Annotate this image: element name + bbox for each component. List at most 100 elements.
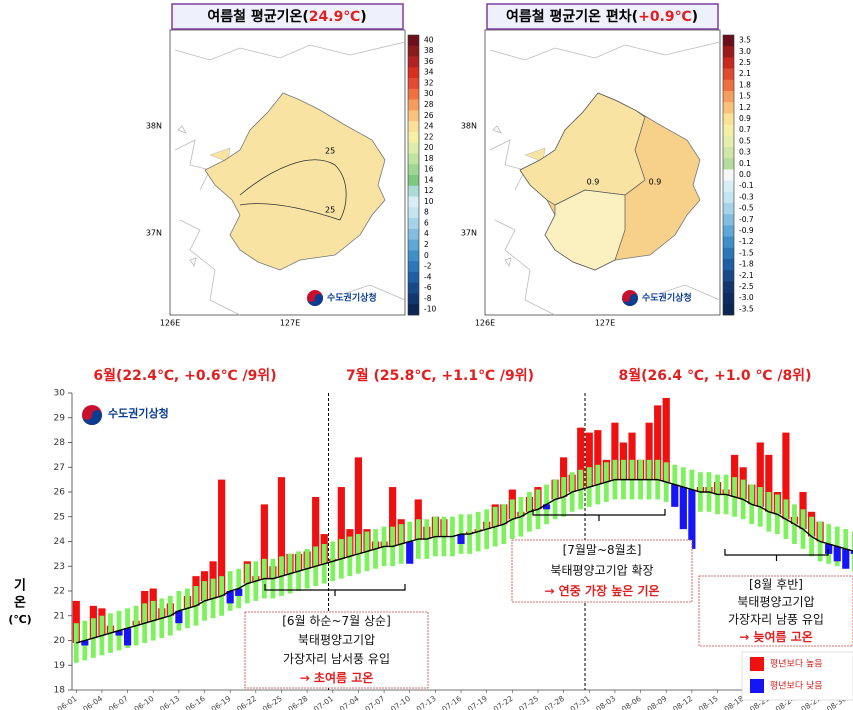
title-part: ) — [360, 9, 366, 25]
x-tick-label: 08-03 — [594, 694, 617, 710]
annotation-line: [8월 후반] — [749, 577, 803, 591]
y-tick-label: 26 — [54, 488, 66, 498]
bar-below-normal — [825, 543, 833, 554]
colorbar-swatch — [723, 147, 734, 159]
colorbar-swatch — [723, 35, 734, 47]
bar-below-normal — [688, 489, 696, 549]
y-tick-label: 29 — [54, 413, 66, 423]
colorbar-label: 34 — [424, 68, 434, 77]
colorbar-swatch — [723, 124, 734, 137]
normal-range-bar — [73, 623, 79, 663]
annotation-line: 가장자리 남풍 유입 — [728, 612, 824, 626]
lat-label: 38N — [146, 122, 162, 131]
y-tick-label: 22 — [54, 587, 65, 597]
normal-line — [76, 478, 853, 644]
annotation-box — [511, 539, 693, 603]
colorbar-swatch — [408, 261, 419, 273]
colorbar-frame — [722, 34, 735, 316]
map-title: 여름철 평균기온(24.9℃) — [207, 8, 366, 25]
bar-below-normal — [542, 504, 551, 510]
colorbar-swatch — [723, 203, 734, 215]
colorbar-label: 0.3 — [739, 148, 751, 157]
annotation-emphasis: → 초여름 고온 — [300, 670, 374, 685]
y-tick-label: 23 — [54, 562, 65, 572]
bar-below-normal — [679, 487, 687, 530]
title-part: ) — [692, 9, 698, 25]
lat-label: 38N — [461, 122, 477, 131]
x-tick-label: 06-25 — [261, 694, 284, 710]
colorbar-swatch — [408, 131, 419, 143]
bar-above-normal — [218, 479, 226, 596]
bar-above-normal — [765, 454, 773, 512]
colorbar-swatch — [408, 110, 419, 122]
legend-swatch — [750, 657, 764, 671]
colorbar-label: 18 — [424, 154, 434, 163]
x-tick-label: 08-06 — [620, 694, 643, 710]
colorbar-swatch — [723, 259, 734, 271]
contour-label: 25 — [325, 206, 335, 215]
colorbar-swatch — [723, 292, 734, 305]
y-tick-label: 21 — [54, 611, 65, 621]
annotation-box — [244, 611, 429, 689]
bar-below-normal — [226, 591, 234, 604]
title-box — [171, 3, 404, 30]
title-part: 여름철 평균기온 편차( — [506, 8, 638, 25]
logo-icon — [82, 410, 102, 425]
title-part: 여름철 평균기온( — [207, 8, 308, 25]
colorbar-label: 40 — [424, 35, 434, 44]
colorbar-label: 3.0 — [739, 47, 751, 56]
colorbar-label: -3.5 — [739, 304, 754, 313]
bar-above-normal — [662, 397, 670, 483]
bar-below-normal — [123, 628, 132, 646]
colorbar-swatch — [723, 169, 734, 181]
x-tick-label: 07-19 — [466, 694, 489, 710]
y-tick-label: 18 — [54, 686, 66, 696]
contour-label: 0.9 — [587, 178, 600, 187]
colorbar-swatch — [723, 68, 734, 81]
legend-label: 평년보다 높음 — [770, 659, 823, 670]
colorbar-label: 0.9 — [739, 114, 751, 123]
colorbar-swatch — [408, 78, 419, 90]
lon-label: 127E — [280, 319, 300, 328]
x-tick-label: 06-22 — [235, 694, 258, 710]
bar-below-normal — [175, 610, 183, 624]
y-axis-label: (℃) — [8, 613, 31, 626]
colorbar-swatch — [408, 218, 419, 230]
x-tick-label: 07-10 — [389, 694, 412, 710]
colorbar-label: 2.5 — [739, 58, 751, 67]
y-tick-label: 25 — [54, 512, 65, 522]
bar-below-normal — [115, 630, 123, 636]
annotation-line: 북태평양고기압 — [298, 633, 375, 647]
colorbar-swatch — [723, 135, 734, 148]
bar-above-normal — [782, 432, 790, 520]
bar-below-normal — [850, 551, 853, 554]
y-tick-label: 20 — [54, 636, 66, 646]
bracket — [724, 549, 829, 561]
colorbar-swatch — [408, 282, 419, 294]
x-tick-label: 07-28 — [543, 694, 566, 710]
colorbar-swatch — [723, 79, 734, 92]
colorbar-swatch — [408, 185, 419, 197]
contour — [239, 159, 347, 221]
colorbar-swatch — [408, 175, 419, 187]
colorbar-label: 28 — [424, 100, 434, 109]
month-header: 7월 (25.8℃, +1.1℃ /9위) — [346, 367, 534, 384]
x-tick-label: 06-28 — [286, 694, 309, 710]
colorbar-label: -2.1 — [739, 271, 754, 280]
colorbar-swatch — [723, 46, 734, 58]
colorbar-label: -0.9 — [739, 226, 754, 235]
legend-swatch — [750, 679, 764, 693]
colorbar-swatch — [408, 99, 419, 111]
colorbar-label: 16 — [424, 165, 434, 174]
colorbar-label: 22 — [424, 132, 434, 141]
lon-label: 127E — [595, 319, 615, 328]
colorbar-label: 0.5 — [739, 136, 751, 145]
colorbar-label: -6 — [424, 283, 432, 292]
colorbar-swatch — [723, 158, 734, 170]
colorbar-label: -1.2 — [739, 237, 754, 246]
colorbar-swatch — [408, 228, 419, 240]
colorbar-label: -2 — [424, 262, 432, 271]
bar-below-normal — [671, 484, 679, 507]
lat-label: 37N — [461, 229, 477, 238]
